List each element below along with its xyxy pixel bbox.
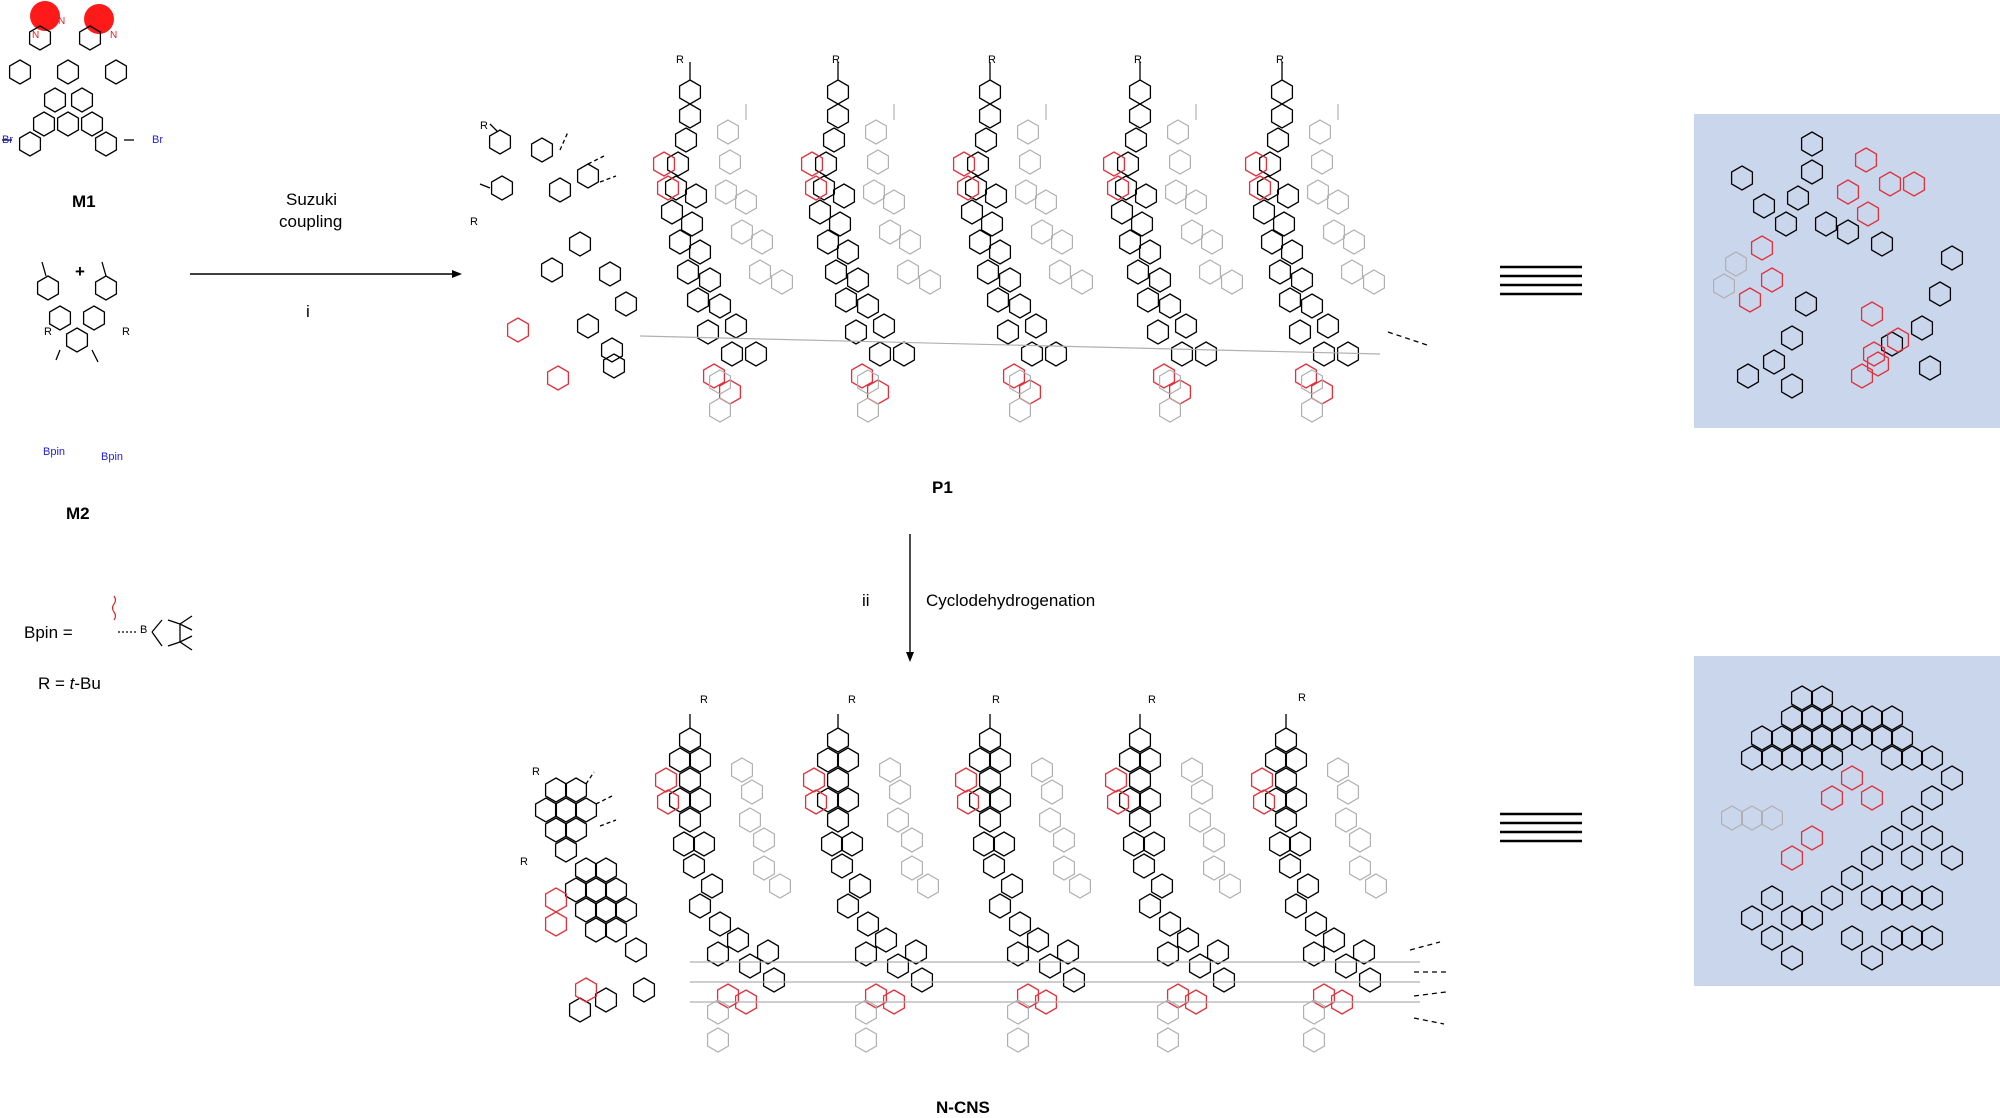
m2-structure	[36, 261, 118, 363]
ncns-r-4: R	[1148, 694, 1156, 706]
p1-label: P1	[932, 478, 953, 497]
arrow-step-1	[190, 270, 462, 278]
step1-numeral: i	[306, 302, 310, 321]
m1-n-atom-3: N	[88, 14, 96, 25]
m1-br-left: Br	[2, 134, 13, 146]
r-definition: R = t-Bu	[38, 674, 101, 694]
bpin-definition: Bpin =	[24, 623, 73, 642]
ncns-r-end-1: R	[532, 766, 540, 778]
p1-r-end-1: R	[480, 120, 488, 132]
step2-numeral: ii	[862, 591, 870, 610]
ncns-r-1: R	[700, 694, 708, 706]
bpin-boron-atom: B	[140, 624, 148, 636]
ncns-r-5: R	[1298, 692, 1306, 704]
step2-label: Cyclodehydrogenation	[926, 591, 1096, 610]
m2-r-left: R	[44, 326, 52, 338]
ncns-zoom-panel	[1694, 656, 2000, 986]
step1-line1: Suzuki	[286, 190, 338, 209]
m2-r-right: R	[122, 326, 130, 338]
bpin-structure	[111, 595, 193, 651]
p1-r-end-2: R	[470, 216, 478, 228]
arrow-step-2	[906, 534, 914, 662]
r-def-italic: t	[69, 674, 75, 693]
ncns-r-end-2: R	[520, 856, 528, 868]
r-def-suffix: -Bu	[74, 674, 101, 693]
ncns-structure	[534, 714, 1447, 1052]
m1-n-atom-4: N	[110, 30, 118, 41]
m2-bpin-left: Bpin	[43, 446, 66, 458]
m1-structure	[2, 1, 134, 157]
p1-r-1: R	[676, 54, 684, 66]
p1-r-2: R	[832, 54, 840, 66]
m1-br-right: Br	[152, 134, 163, 146]
m2-label: M2	[66, 504, 90, 523]
p1-zoom-panel	[1694, 114, 2000, 428]
p1-r-5: R	[1276, 54, 1284, 66]
equivalence-sign-bottom	[1500, 812, 1582, 843]
m2-bpin-right: Bpin	[101, 451, 124, 463]
m1-n-atom-1: N	[32, 30, 40, 41]
p1-r-4: R	[1134, 54, 1142, 66]
ncns-label: N-CNS	[936, 1098, 990, 1117]
p1-structure	[479, 62, 1431, 422]
ncns-r-3: R	[992, 694, 1000, 706]
plus-sign: +	[75, 262, 85, 281]
m1-label: M1	[72, 192, 96, 211]
equivalence-sign-top	[1500, 265, 1582, 296]
step1-line2: coupling	[279, 212, 343, 231]
ncns-r-2: R	[848, 694, 856, 706]
m1-n-atom-2: N	[58, 16, 66, 27]
r-def-prefix: R =	[38, 674, 70, 693]
p1-r-3: R	[988, 54, 996, 66]
